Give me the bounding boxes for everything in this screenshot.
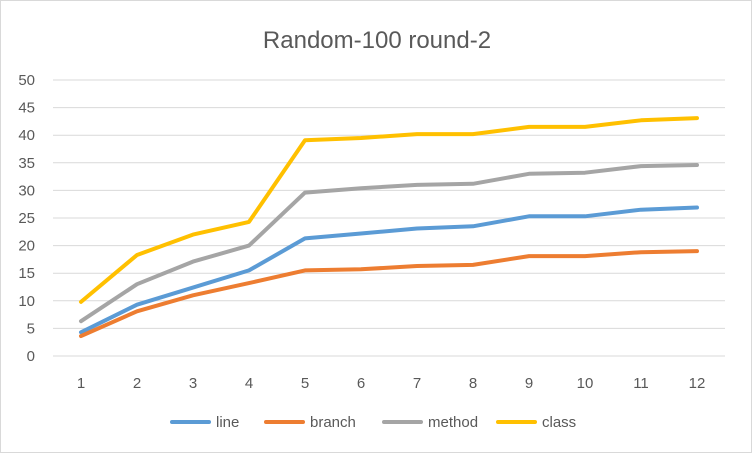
x-axis-ticks: 1 2 3 4 5 6 7 8 9 10 11 12 xyxy=(77,375,706,392)
y-tick-label: 40 xyxy=(18,127,35,144)
y-tick-label: 25 xyxy=(18,210,35,227)
y-tick-label: 10 xyxy=(18,293,35,310)
x-tick-label: 5 xyxy=(301,375,309,392)
x-tick-label: 2 xyxy=(133,375,141,392)
x-tick-label: 7 xyxy=(413,375,421,392)
y-axis-ticks: 0 5 10 15 20 25 30 35 40 45 50 xyxy=(18,72,35,365)
series-line-branch xyxy=(79,249,699,339)
series-line-class xyxy=(79,116,699,304)
x-tick-label: 1 xyxy=(77,375,85,392)
series-lines xyxy=(79,116,699,339)
y-tick-label: 5 xyxy=(27,320,35,337)
chart-title: Random-100 round-2 xyxy=(263,27,491,54)
series-line-line xyxy=(79,205,699,335)
series-line-method xyxy=(79,163,699,324)
x-tick-label: 9 xyxy=(525,375,533,392)
x-tick-label: 10 xyxy=(577,375,594,392)
legend: line branch method class xyxy=(170,414,576,431)
x-tick-label: 3 xyxy=(189,375,197,392)
legend-label-line: line xyxy=(216,414,239,431)
y-tick-label: 15 xyxy=(18,265,35,282)
y-tick-label: 35 xyxy=(18,155,35,172)
legend-label-class: class xyxy=(542,414,576,431)
y-tick-label: 45 xyxy=(18,100,35,117)
legend-label-branch: branch xyxy=(310,414,356,431)
legend-label-method: method xyxy=(428,414,478,431)
y-tick-label: 20 xyxy=(18,238,35,255)
y-tick-label: 50 xyxy=(18,72,35,89)
y-tick-label: 30 xyxy=(18,182,35,199)
x-tick-label: 12 xyxy=(689,375,706,392)
x-tick-label: 8 xyxy=(469,375,477,392)
x-tick-label: 6 xyxy=(357,375,365,392)
y-tick-label: 0 xyxy=(27,348,35,365)
x-tick-label: 4 xyxy=(245,375,253,392)
x-tick-label: 11 xyxy=(633,375,649,392)
